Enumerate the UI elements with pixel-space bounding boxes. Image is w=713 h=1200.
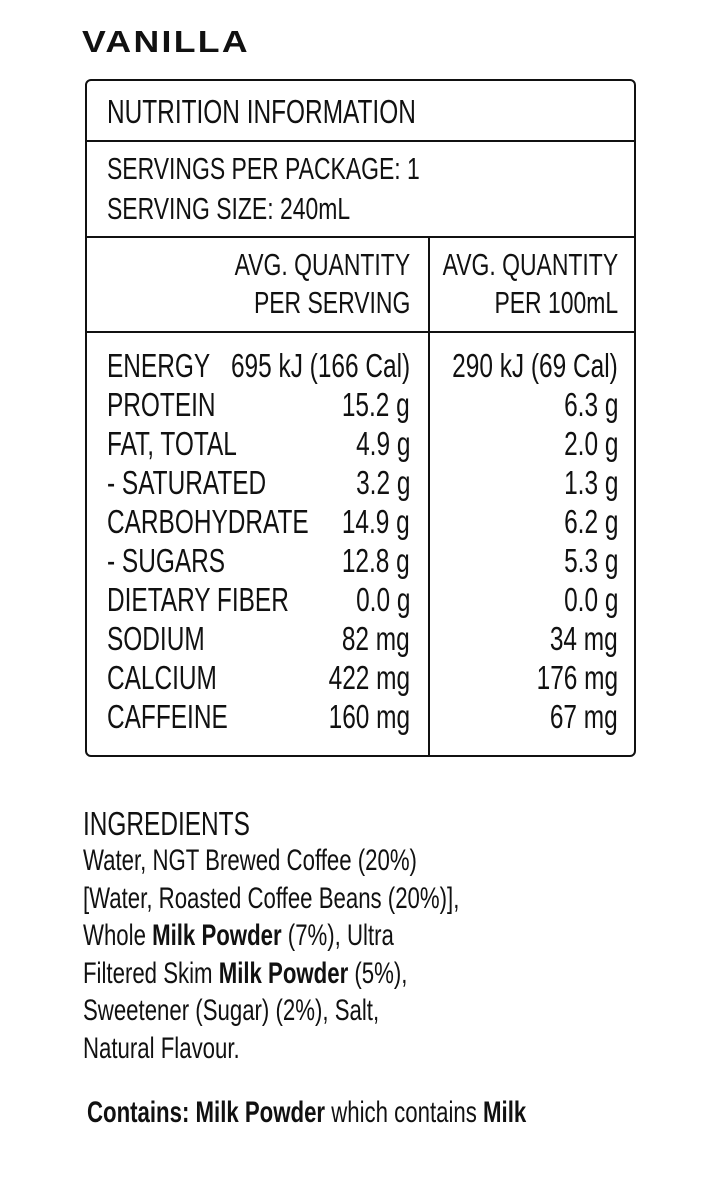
per-serving-value: 15.2 g: [342, 385, 410, 423]
per-serving-value: 3.2 g: [355, 463, 410, 501]
bold-text: Milk: [483, 1096, 527, 1129]
column-header: AVG. QUANTITY: [234, 246, 410, 282]
per-serving-value: 14.9 g: [342, 502, 410, 540]
text: Water, NGT Brewed Coffee (20%): [83, 844, 417, 877]
nutrient-name: - SUGARS: [107, 542, 226, 579]
text: [Water, Roasted Coffee Beans (20%)],: [83, 881, 460, 915]
column-header: AVG. QUANTITY: [442, 246, 618, 282]
nutrient-name: CARBOHYDRATE: [107, 502, 309, 540]
per-100ml-value: 1.3 g: [563, 463, 618, 501]
product-title: VANILLA: [82, 24, 250, 59]
divider: [85, 331, 636, 333]
nutrient-name: CALCIUM: [107, 659, 217, 697]
per-100ml-value: 290 kJ (69 Cal): [452, 346, 618, 384]
bold-text: Milk Powder: [195, 1096, 326, 1129]
nutrition-panel: [85, 79, 636, 757]
text: (7%), Ultra: [281, 919, 394, 952]
text: Natural Flavour.: [83, 1031, 240, 1065]
bold-text: Milk Powder: [218, 956, 349, 990]
column-header: PER 100mL: [494, 284, 618, 320]
text: Sweetener (Sugar) (2%), Salt,: [83, 994, 380, 1027]
bold-text: Contains:: [87, 1096, 190, 1129]
ingredients-line: Water, NGT Brewed Coffee (20%): [83, 846, 417, 876]
nutrient-name: CAFFEINE: [107, 698, 228, 736]
column-divider: [428, 237, 430, 755]
text: Filtered Skim: [83, 956, 219, 990]
nutrient-name: SODIUM: [107, 620, 205, 658]
nutrient-name: - SATURATED: [107, 463, 267, 501]
divider: [85, 140, 636, 142]
nutrient-name: FAT, TOTAL: [107, 424, 237, 462]
nutrition-heading: NUTRITION INFORMATION: [107, 92, 416, 130]
text: (5%),: [348, 956, 408, 990]
per-100ml-value: 6.3 g: [563, 385, 618, 423]
text: Whole: [83, 919, 153, 952]
ingredients-line: Whole Milk Powder (7%), Ultra: [83, 921, 394, 951]
per-100ml-value: 176 mg: [536, 659, 618, 697]
per-serving-value: 12.8 g: [342, 542, 410, 579]
per-serving-value: 695 kJ (166 Cal): [230, 346, 410, 384]
ingredients-line: Filtered Skim Milk Powder (5%),: [83, 956, 408, 990]
per-100ml-value: 67 mg: [550, 698, 618, 736]
per-serving-value: 0.0 g: [355, 581, 410, 619]
serving-size: SERVING SIZE: 240mL: [107, 190, 351, 226]
per-serving-value: 4.9 g: [355, 424, 410, 462]
ingredients-line: [Water, Roasted Coffee Beans (20%)],: [83, 881, 460, 915]
per-100ml-value: 2.0 g: [563, 424, 618, 462]
servings-per-package: SERVINGS PER PACKAGE: 1: [107, 150, 420, 186]
per-100ml-value: 5.3 g: [563, 542, 618, 579]
bold-text: Milk Powder: [152, 919, 282, 952]
per-100ml-value: 34 mg: [550, 620, 618, 658]
nutrient-name: ENERGY: [107, 346, 211, 384]
divider: [85, 236, 636, 238]
ingredients-line: Sweetener (Sugar) (2%), Salt,: [83, 996, 379, 1026]
column-header: PER SERVING: [253, 284, 410, 320]
per-100ml-value: 0.0 g: [563, 581, 618, 619]
ingredients-heading: INGREDIENTS: [83, 804, 250, 842]
per-serving-value: 422 mg: [328, 659, 410, 697]
nutrient-name: PROTEIN: [107, 385, 216, 423]
per-100ml-value: 6.2 g: [563, 502, 618, 540]
per-serving-value: 160 mg: [328, 698, 410, 736]
ingredients-line: Natural Flavour.: [83, 1031, 240, 1065]
per-serving-value: 82 mg: [342, 620, 410, 658]
contains-statement: Contains: Milk Powder which contains Mil…: [87, 1098, 526, 1128]
nutrient-name: DIETARY FIBER: [107, 581, 289, 619]
text: which contains: [325, 1096, 484, 1129]
